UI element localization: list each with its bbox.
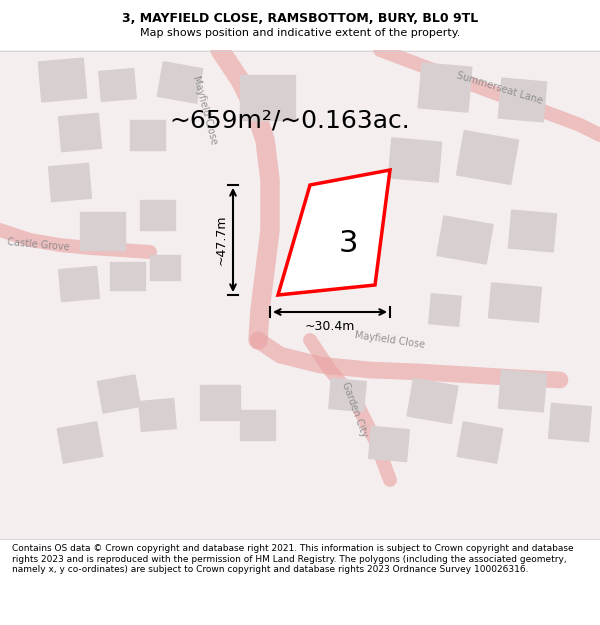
Bar (240, 75, 295, 120)
Text: ~47.7m: ~47.7m (215, 215, 227, 265)
Polygon shape (278, 170, 390, 295)
Bar (59, 113, 101, 152)
Bar (329, 379, 366, 411)
Bar (418, 63, 472, 112)
Bar (548, 403, 592, 442)
Text: Summerseat Lane: Summerseat Lane (456, 70, 544, 106)
Bar (150, 255, 180, 280)
Text: 3: 3 (338, 229, 358, 258)
Bar (38, 58, 86, 102)
Bar (49, 163, 91, 202)
Bar (488, 283, 541, 322)
Text: ~30.4m: ~30.4m (305, 319, 355, 332)
Bar (110, 262, 145, 290)
Bar (98, 375, 140, 413)
Bar (499, 78, 547, 122)
Text: Garden City: Garden City (340, 381, 370, 439)
Bar (130, 120, 165, 150)
Bar (59, 266, 100, 302)
Bar (99, 69, 136, 101)
Bar (388, 138, 442, 182)
Text: Mayfield Close: Mayfield Close (191, 74, 219, 146)
Bar (368, 426, 409, 462)
Bar (499, 370, 547, 412)
Bar (240, 410, 275, 440)
Text: ~659m²/~0.163ac.: ~659m²/~0.163ac. (170, 108, 410, 132)
Bar (429, 294, 461, 326)
Bar (80, 212, 125, 250)
Text: 3, MAYFIELD CLOSE, RAMSBOTTOM, BURY, BL0 9TL: 3, MAYFIELD CLOSE, RAMSBOTTOM, BURY, BL0… (122, 12, 478, 26)
Bar (157, 62, 203, 103)
Bar (457, 131, 518, 184)
Bar (437, 216, 493, 264)
Bar (407, 378, 458, 424)
Bar (508, 210, 557, 252)
Bar (200, 385, 240, 420)
Bar (57, 422, 103, 463)
Bar (139, 399, 176, 431)
Text: Mayfield Close: Mayfield Close (354, 330, 426, 350)
Bar (457, 422, 503, 463)
Text: Map shows position and indicative extent of the property.: Map shows position and indicative extent… (140, 28, 460, 38)
Text: Castle Grove: Castle Grove (7, 238, 70, 252)
Text: Contains OS data © Crown copyright and database right 2021. This information is : Contains OS data © Crown copyright and d… (12, 544, 574, 574)
Bar (140, 200, 175, 230)
